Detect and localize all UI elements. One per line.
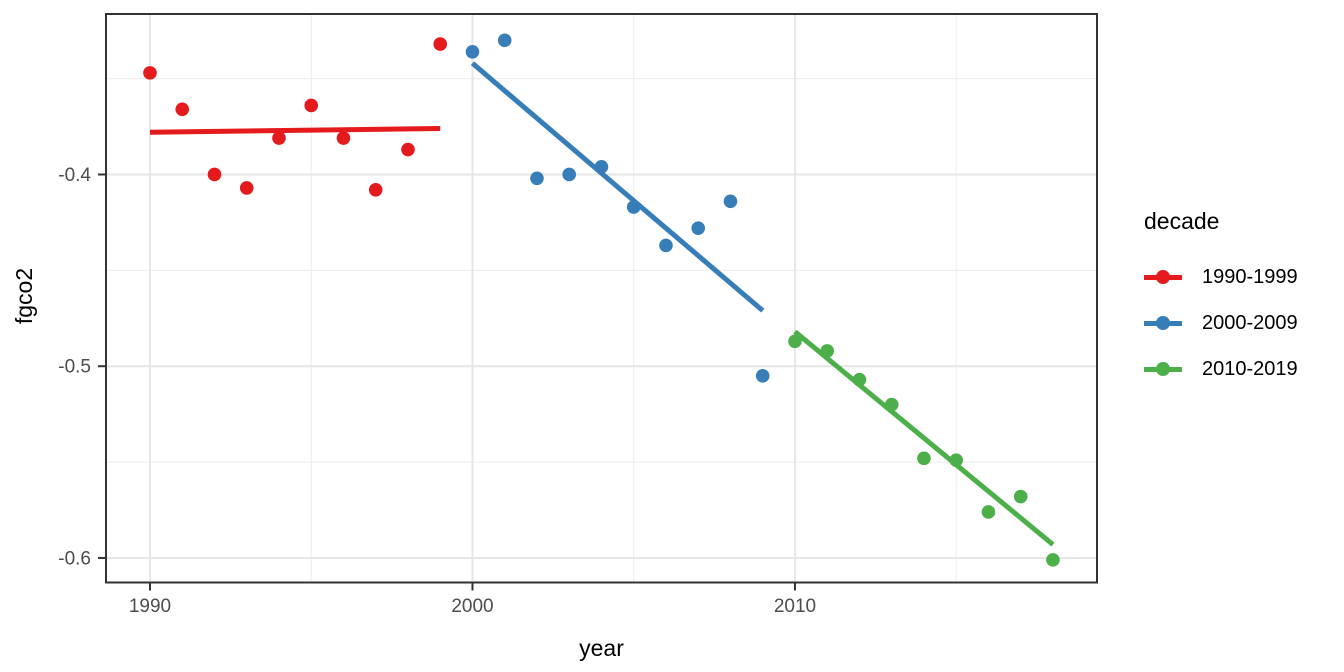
- data-point-2010-2019-2017: [1013, 489, 1028, 504]
- data-point-2010-2019-2014: [917, 451, 931, 466]
- legend-title: decade: [1144, 208, 1220, 234]
- y-tick-label: -0.6: [58, 548, 91, 569]
- data-point-2000-2009-2006: [659, 238, 673, 253]
- legend-key-icon: [1144, 308, 1182, 338]
- data-point-1990-1999-1994: [272, 131, 286, 145]
- y-tick-label: -0.4: [58, 165, 91, 186]
- trend-line-1990-1999: [149, 125, 441, 135]
- legend: decade 1990-1999 2000-2009 2010-2019: [1144, 206, 1344, 384]
- data-point-1990-1999-1991: [175, 102, 190, 117]
- y-tick-label: -0.5: [58, 357, 91, 378]
- legend-key-icon: [1144, 354, 1182, 384]
- y-axis-title: fgco2: [11, 267, 37, 325]
- data-point-2000-2009-2002: [530, 171, 544, 186]
- legend-entry-1990-1999: 1990-1999: [1144, 262, 1344, 292]
- data-point-2000-2009-2009: [755, 369, 770, 383]
- data-point-1990-1999-1993: [239, 181, 254, 195]
- data-point-1990-1999-1992: [207, 167, 222, 182]
- data-point-1990-1999-1995: [304, 98, 319, 113]
- data-point-2010-2019-2016: [981, 505, 996, 519]
- data-point-2000-2009-2007: [691, 221, 706, 235]
- data-point-1990-1999-1997: [368, 183, 383, 197]
- data-point-1990-1999-1998: [401, 142, 415, 157]
- legend-key-dot-icon: [1156, 270, 1170, 284]
- data-point-2000-2009-2008: [723, 194, 738, 209]
- legend-entry-2000-2009: 2000-2009: [1144, 308, 1344, 338]
- legend-entries: 1990-1999 2000-2009 2010-2019: [1144, 262, 1344, 384]
- legend-entry-label: 2010-2019: [1202, 357, 1298, 380]
- x-tick-label: 2010: [774, 596, 816, 617]
- data-point-2000-2009-2000: [465, 44, 480, 59]
- trend-line-2000-2009: [470, 61, 765, 313]
- legend-entry-label: 2000-2009: [1202, 311, 1298, 334]
- data-point-2000-2009-2003: [562, 167, 577, 182]
- data-point-1990-1999-1990: [143, 66, 157, 80]
- legend-entry-2010-2019: 2010-2019: [1144, 354, 1344, 384]
- x-tick-label: 1990: [129, 596, 171, 617]
- x-tick-label: 2000: [451, 596, 493, 617]
- legend-key-dot-icon: [1156, 362, 1170, 376]
- panel-border: [105, 13, 1098, 584]
- data-point-2010-2019-2010: [788, 334, 802, 349]
- legend-entry-label: 1990-1999: [1202, 265, 1298, 288]
- plot-panel: [106, 14, 1097, 583]
- data-point-2010-2019-2018: [1046, 553, 1060, 567]
- data-point-1990-1999-1999: [433, 37, 448, 51]
- trend-line-2010-2019: [793, 329, 1055, 547]
- x-axis-title: year: [579, 635, 624, 661]
- legend-key-icon: [1144, 262, 1182, 292]
- data-point-1990-1999-1996: [336, 131, 351, 145]
- data-point-2000-2009-2001: [497, 33, 512, 48]
- legend-key-dot-icon: [1156, 316, 1170, 330]
